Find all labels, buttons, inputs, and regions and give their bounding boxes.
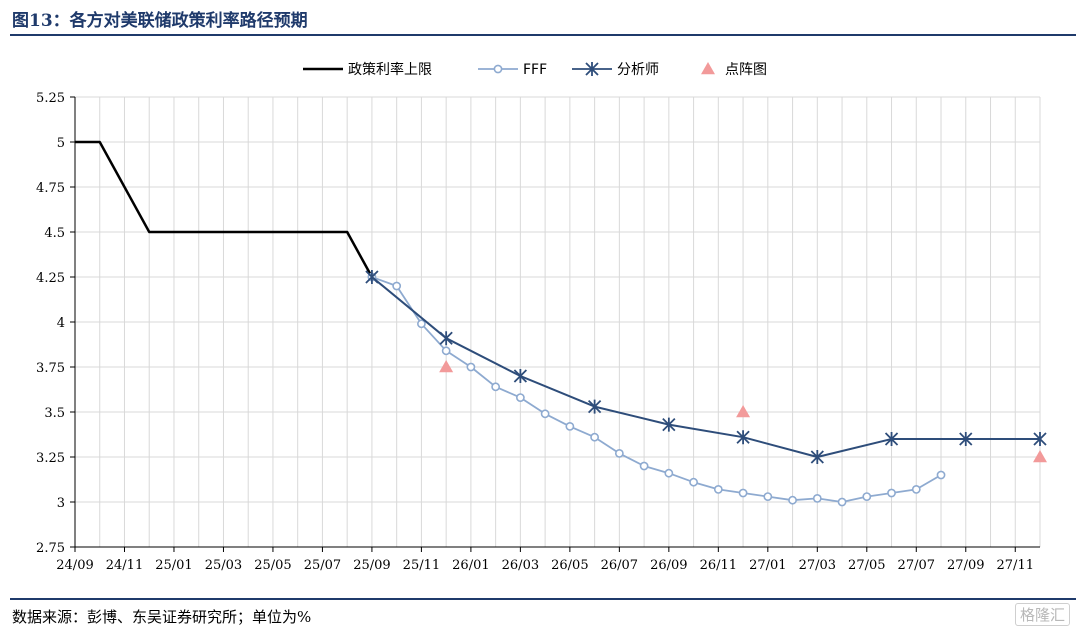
y-tick-label: 3.5	[44, 406, 65, 421]
x-tick-label: 25/09	[353, 558, 390, 573]
x-tick-label: 26/03	[502, 558, 539, 573]
dotplot-point	[1033, 450, 1047, 463]
x-tick-label: 27/09	[947, 558, 984, 573]
legend-marker	[585, 62, 599, 76]
fff-point	[491, 382, 501, 392]
dotplot-point	[736, 405, 751, 418]
x-tick-label: 27/11	[997, 558, 1034, 573]
fff-point	[837, 497, 847, 507]
y-tick-label: 4.75	[36, 181, 65, 196]
grid-lines	[75, 96, 1041, 547]
x-tick-label: 26/09	[650, 558, 687, 573]
analyst-point	[810, 450, 824, 464]
dotplot-point	[439, 360, 454, 373]
x-tick-label: 27/01	[749, 558, 786, 573]
x-tick-label: 25/11	[403, 558, 440, 573]
fff-point	[936, 470, 946, 480]
fff-point	[862, 492, 872, 501]
fff-point	[689, 477, 698, 487]
fff-point	[441, 346, 451, 356]
fff-point	[590, 432, 600, 442]
analyst-point	[736, 430, 750, 445]
y-tick-label: 4.25	[36, 271, 65, 286]
legend-label: 点阵图	[725, 62, 767, 78]
analyst-point	[439, 331, 453, 346]
legend-item: 政策利率上限	[303, 61, 432, 78]
legend-label: 分析师	[617, 62, 659, 78]
footer-rule	[10, 598, 1076, 600]
x-tick-label: 25/03	[205, 558, 242, 573]
y-tick-labels: 5.25 5 4.75 4.5 4.25 4 3.75 3.5 3.25 3 2.75	[36, 91, 65, 556]
fff-point	[614, 448, 624, 458]
fff-point	[763, 492, 773, 501]
analyst-point	[884, 432, 899, 446]
fff-point	[911, 484, 921, 494]
series-line	[75, 140, 374, 278]
y-tick-label: 4	[57, 316, 65, 331]
fff-point	[417, 319, 426, 329]
analyst-point	[365, 270, 379, 284]
legend-marker	[493, 64, 503, 74]
y-tick-label: 3.25	[36, 451, 65, 466]
fff-point	[713, 484, 723, 494]
x-tick-label: 26/01	[452, 558, 489, 573]
x-tick-label: 25/07	[304, 558, 341, 573]
series-line-circle	[367, 272, 946, 507]
y-tick-label: 3	[57, 496, 65, 511]
x-tick-label: 25/05	[254, 558, 291, 573]
watermark-logo: 格隆汇	[1014, 603, 1070, 626]
fff-point	[887, 488, 896, 498]
fff-point	[565, 421, 575, 431]
legend-item: 分析师	[572, 62, 659, 78]
analyst-point	[513, 369, 528, 383]
analyst-point	[959, 432, 973, 446]
source-note: 数据来源：彭博、东吴证券研究所；单位为%	[12, 608, 312, 626]
fff-point	[515, 393, 525, 402]
fff-point	[540, 409, 550, 419]
legend-marker	[701, 62, 715, 75]
analyst-point	[1033, 432, 1047, 446]
y-tick-label: 2.75	[36, 541, 65, 556]
fff-point	[664, 468, 674, 478]
series	[75, 140, 1047, 507]
series-triangle	[439, 360, 1047, 463]
fff-point	[466, 362, 476, 372]
x-tick-label: 27/03	[799, 558, 836, 573]
analyst-point	[587, 399, 602, 414]
x-tick-label: 26/11	[700, 558, 737, 573]
x-tick-label: 24/11	[106, 558, 143, 573]
title-rule	[10, 34, 1076, 36]
axes	[70, 96, 1040, 552]
y-tick-label: 5	[57, 136, 65, 151]
chart-title: 图13：各方对美联储政策利率路径预期	[12, 11, 308, 31]
x-tick-label: 27/07	[898, 558, 935, 573]
legend: 政策利率上限 FFF 分析师 点阵图	[303, 61, 767, 78]
fff-point	[392, 281, 402, 291]
fff-point	[639, 461, 649, 471]
legend-label: FFF	[523, 62, 547, 78]
fff-point	[812, 493, 822, 503]
series-line	[371, 276, 1040, 458]
x-tick-label: 27/05	[848, 558, 885, 573]
fff-point	[738, 488, 748, 498]
x-tick-label: 26/05	[551, 558, 588, 573]
series-line	[75, 140, 374, 278]
x-tick-labels: 24/09 24/11 25/01 25/03 25/05 25/07 25/09 25/11…	[56, 558, 1034, 573]
analyst-point	[662, 417, 676, 432]
legend-item: FFF	[478, 62, 547, 78]
y-tick-label: 5.25	[36, 91, 65, 106]
fff-point	[788, 495, 797, 505]
x-tick-label: 25/01	[155, 558, 192, 573]
x-tick-label: 26/07	[601, 558, 638, 573]
x-tick-label: 24/09	[56, 558, 93, 573]
y-tick-label: 3.75	[36, 361, 65, 376]
series-line	[371, 276, 942, 503]
series-line-star	[365, 270, 1047, 464]
legend-label: 政策利率上限	[348, 61, 432, 78]
y-tick-label: 4.5	[44, 226, 65, 241]
legend-item: 点阵图	[701, 62, 767, 78]
